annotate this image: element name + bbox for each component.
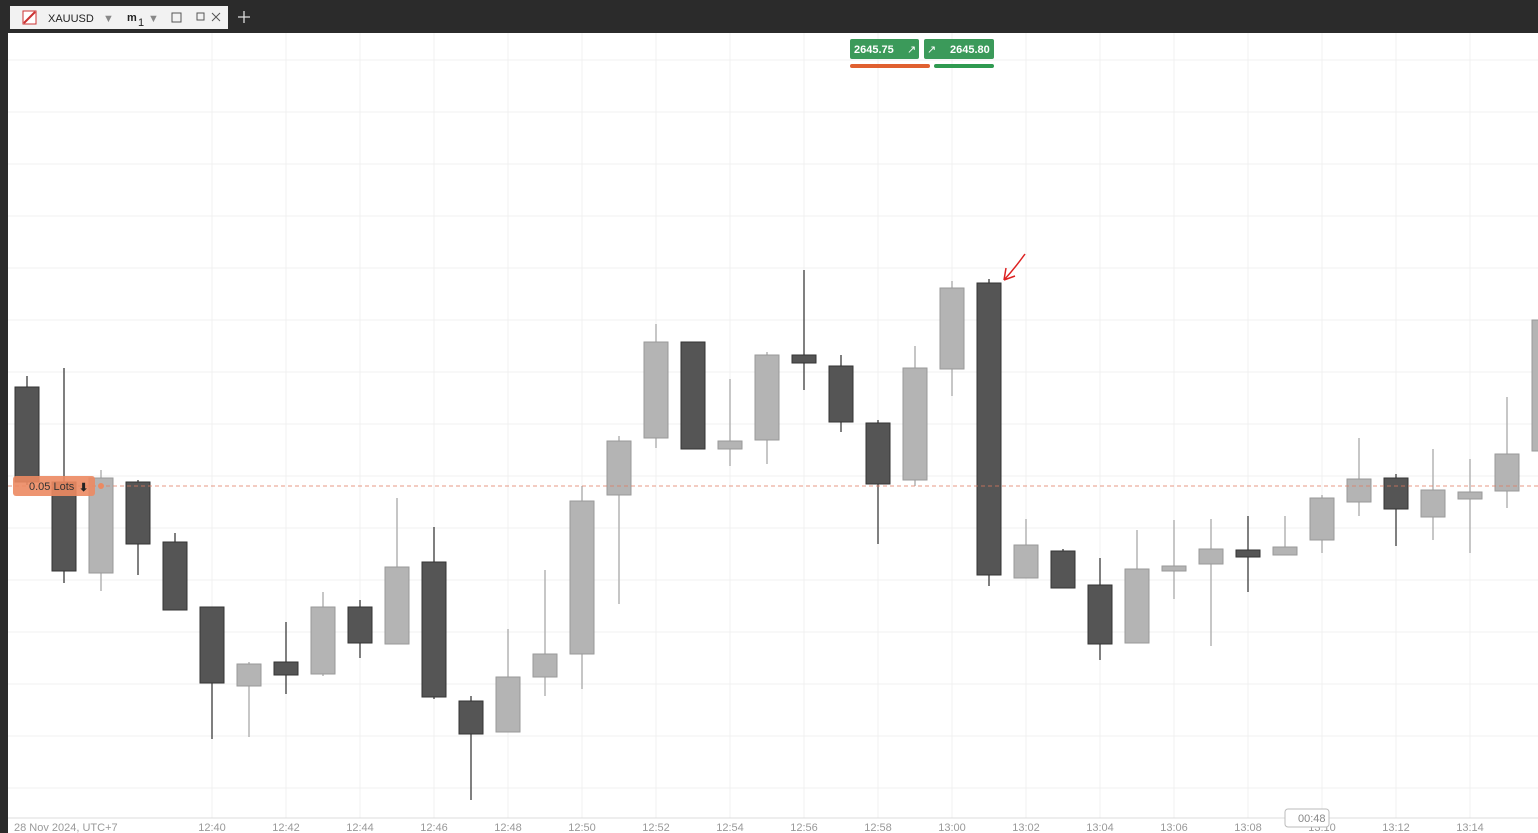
candle-body: [643, 341, 669, 439]
x-tick-label: 13:00: [938, 822, 966, 833]
annotation-arrow: [1003, 253, 1026, 281]
candle-body: [680, 341, 706, 450]
countdown-box: [1284, 808, 1330, 828]
candle-body: [1457, 491, 1483, 500]
arrow: ↗: [927, 44, 936, 56]
sell-bar: [850, 64, 930, 68]
order-label: 0.05 Lots: [29, 481, 75, 493]
candle-body: [1420, 489, 1446, 518]
bid-price[interactable]: 2645.75: [854, 44, 894, 56]
candle-body: [939, 287, 965, 370]
candle-body: [1309, 497, 1335, 541]
candle-body: [125, 481, 151, 545]
date-label: 28 Nov 2024, UTC+7: [14, 822, 118, 833]
candle-body: [421, 561, 447, 698]
candle-body: [1087, 584, 1113, 645]
symbol[interactable]: XAUUSD: [48, 13, 94, 25]
candle-body: [1346, 478, 1372, 503]
candle-body: [717, 440, 743, 450]
x-tick-label: 13:14: [1456, 822, 1484, 833]
x-tick-label: 12:58: [864, 822, 892, 833]
candle-body: [754, 354, 780, 441]
candle-body: [1161, 565, 1187, 572]
timeframe-value[interactable]: 1: [138, 17, 144, 29]
detach-icon[interactable]: [196, 12, 205, 21]
candle-body: [976, 282, 1002, 576]
order-label-box: [13, 476, 95, 496]
link-icon[interactable]: [171, 12, 182, 23]
order-handle: [98, 483, 104, 489]
add-tab[interactable]: [238, 11, 250, 23]
ask-price[interactable]: 2645.80: [950, 44, 990, 56]
candle-body: [199, 606, 225, 684]
candle-body: [902, 367, 928, 481]
buy-button[interactable]: [924, 39, 994, 59]
candle-body: [1531, 319, 1538, 452]
x-tick-label: 12:42: [272, 822, 300, 833]
x-tick-label: 12:40: [198, 822, 226, 833]
candle-body: [1013, 544, 1039, 579]
x-tick-label: 12:48: [494, 822, 522, 833]
tab-bar: [0, 0, 1538, 29]
symbol-icon-stroke: [23, 11, 36, 24]
order-arrow: ⬇: [79, 482, 88, 494]
candles: [14, 270, 1538, 800]
candle-body: [458, 700, 484, 735]
candle-body: [51, 481, 77, 572]
order-line-group: 0.05 Lots ⬇: [8, 476, 1538, 496]
x-tick-label: 13:04: [1086, 822, 1114, 833]
dropdown[interactable]: ▼: [148, 13, 159, 25]
arrow: ↗: [907, 44, 916, 56]
candle-body: [532, 653, 558, 678]
grid: [8, 33, 1538, 818]
x-tick-label: 13:06: [1160, 822, 1188, 833]
x-tick-label: 13:12: [1382, 822, 1410, 833]
x-tick-label: 12:46: [420, 822, 448, 833]
candle-body: [495, 676, 521, 733]
candle-body: [865, 422, 891, 485]
x-tick-label: 12:54: [716, 822, 744, 833]
sell-button[interactable]: [850, 39, 919, 59]
candle-body: [310, 606, 336, 675]
candle-body: [14, 386, 40, 483]
timeframe-unit[interactable]: m: [127, 12, 137, 24]
candle-body: [828, 365, 854, 423]
x-tick-label: 12:50: [568, 822, 596, 833]
candle-body: [606, 440, 632, 496]
x-tick-label: 12:52: [642, 822, 670, 833]
tab[interactable]: [10, 6, 228, 29]
x-tick-label: 13:08: [1234, 822, 1262, 833]
candle-body: [569, 500, 595, 655]
dropdown[interactable]: ▼: [103, 13, 114, 25]
candle-body: [1198, 548, 1224, 565]
candle-body: [1235, 549, 1261, 558]
buy-bar: [934, 64, 994, 68]
x-tick-label: 13:02: [1012, 822, 1040, 833]
candle-body: [791, 354, 817, 364]
candle-body: [273, 661, 299, 676]
candle-body: [1124, 568, 1150, 644]
candle-body: [1383, 477, 1409, 510]
candle-body: [1272, 546, 1298, 556]
candle-body: [384, 566, 410, 645]
candle-body: [162, 541, 188, 611]
close-icon[interactable]: [211, 12, 221, 22]
countdown: 00:48: [1298, 813, 1326, 825]
candle-body: [347, 606, 373, 644]
x-tick-label: 12:56: [790, 822, 818, 833]
candle-body: [1050, 550, 1076, 589]
candle-body: [236, 663, 262, 687]
candle-body: [1494, 453, 1520, 492]
x-tick-label: 12:44: [346, 822, 374, 833]
